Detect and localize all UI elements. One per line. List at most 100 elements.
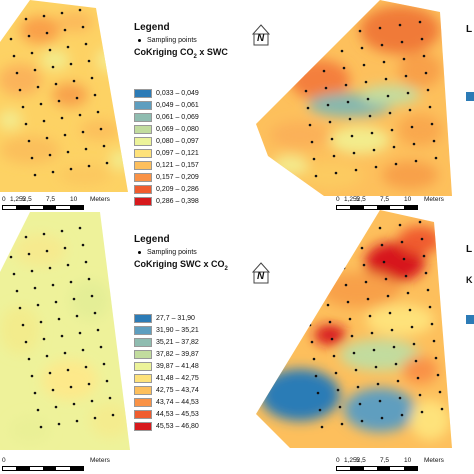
sampling-point [362, 263, 366, 267]
sampling-point [69, 280, 73, 284]
sampling-point [360, 46, 364, 50]
sampling-point [30, 156, 34, 160]
legend-swc-co2: Legend Sampling points CoKriging SWC x C… [134, 234, 244, 272]
legend-item: 0,033 – 0,049 [134, 88, 199, 99]
sampling-point [388, 311, 392, 315]
sampling-point [75, 419, 79, 423]
scale-tick-label: 7,5 [380, 196, 390, 203]
sampling-point [406, 291, 410, 295]
legend-swatch [134, 161, 152, 170]
sampling-point [384, 277, 388, 281]
legend-swatch [134, 422, 152, 431]
sampling-point [84, 42, 88, 46]
legend-swatch [134, 113, 152, 122]
sampling-point [48, 48, 52, 52]
sampling-point [432, 139, 436, 143]
legend-co2-swc: Legend Sampling points CoKriging CO2 x S… [134, 22, 244, 60]
sampling-point [332, 354, 336, 358]
sampling-point [15, 289, 19, 293]
north-arrow-icon: N [251, 24, 271, 46]
sampling-point [338, 32, 342, 36]
sampling-point [42, 119, 46, 123]
sampling-point [36, 408, 40, 412]
sampling-point [320, 425, 324, 429]
legend-item: 0,069 – 0,080 [134, 124, 199, 135]
scale-unit-label: Meters [90, 457, 110, 464]
scale-tick-label: 5 [22, 196, 26, 203]
sampling-point [406, 91, 410, 95]
sampling-point [440, 407, 444, 411]
sampling-point [434, 156, 438, 160]
sampling-point [36, 85, 40, 89]
legend-range-label: 0,097 – 0,121 [156, 150, 199, 157]
sampling-point [69, 62, 73, 66]
sampling-point-icon [138, 251, 141, 254]
scale-tick-label: 1,252,5 [344, 196, 366, 203]
sampling-point [394, 362, 398, 366]
legend-item: 42,75 – 43,74 [134, 385, 199, 396]
sampling-point [57, 422, 61, 426]
sampling-point [342, 66, 346, 70]
sampling-point [394, 162, 398, 166]
legend-item: 0,157 – 0,209 [134, 172, 199, 183]
legend-item: 0,080 – 0,097 [134, 136, 199, 147]
legend-item: 44,53 – 45,53 [134, 409, 199, 420]
partial-legend-swatch [466, 315, 474, 324]
sampling-point [45, 31, 49, 35]
legend-range-label: 0,209 – 0,286 [156, 186, 199, 193]
sampling-point [390, 128, 394, 132]
sampling-point [368, 314, 372, 318]
sampling-point [30, 269, 34, 273]
sampling-point [36, 303, 40, 307]
sampling-point [21, 105, 25, 109]
sampling-point [360, 246, 364, 250]
scale-unit-label: Meters [424, 457, 444, 464]
scale-tick-label: 0 [2, 196, 6, 203]
sampling-point [414, 359, 418, 363]
sampling-point [428, 105, 432, 109]
legend-item: 35,21 – 37,82 [134, 337, 199, 348]
sampling-point [312, 157, 316, 161]
sampling-point [408, 108, 412, 112]
sampling-point [322, 69, 326, 73]
scale-tick-label: 10 [70, 196, 78, 203]
sampling-point [60, 229, 64, 233]
sampling-point [33, 286, 37, 290]
sampling-point [318, 35, 322, 39]
scale-tick-label: 10 [404, 196, 412, 203]
sampling-point [358, 29, 362, 33]
sampling-point [402, 57, 406, 61]
sampling-point [93, 416, 97, 420]
sampling-point [84, 260, 88, 264]
legend-item: 45,53 – 46,80 [134, 421, 199, 432]
scale-tick-label: 7,5 [380, 457, 390, 464]
sampling-point [424, 71, 428, 75]
sampling-point [400, 40, 404, 44]
sampling-point [81, 348, 85, 352]
sampling-point [378, 399, 382, 403]
sampling-point [66, 150, 70, 154]
sampling-point [336, 388, 340, 392]
sampling-point [102, 362, 106, 366]
sampling-point [18, 306, 22, 310]
sampling-point [310, 140, 314, 144]
sampling-point [78, 8, 82, 12]
sampling-point [304, 89, 308, 93]
sampling-point [63, 246, 67, 250]
legend-range-label: 39,87 – 41,48 [156, 363, 199, 370]
legend-swatch [134, 173, 152, 182]
sampling-point [84, 365, 88, 369]
sampling-point [346, 100, 350, 104]
sampling-point [96, 110, 100, 114]
sampling-point [24, 122, 28, 126]
sampling-point [386, 94, 390, 98]
sampling-point [108, 396, 112, 400]
sampling-point [430, 322, 434, 326]
sampling-point [428, 305, 432, 309]
sampling-point [370, 331, 374, 335]
sampling-point [66, 263, 70, 267]
sampling-point [362, 63, 366, 67]
sampling-point [324, 86, 328, 90]
sampling-point [314, 374, 318, 378]
scale-tick-label: 1,252,5 [10, 196, 32, 203]
